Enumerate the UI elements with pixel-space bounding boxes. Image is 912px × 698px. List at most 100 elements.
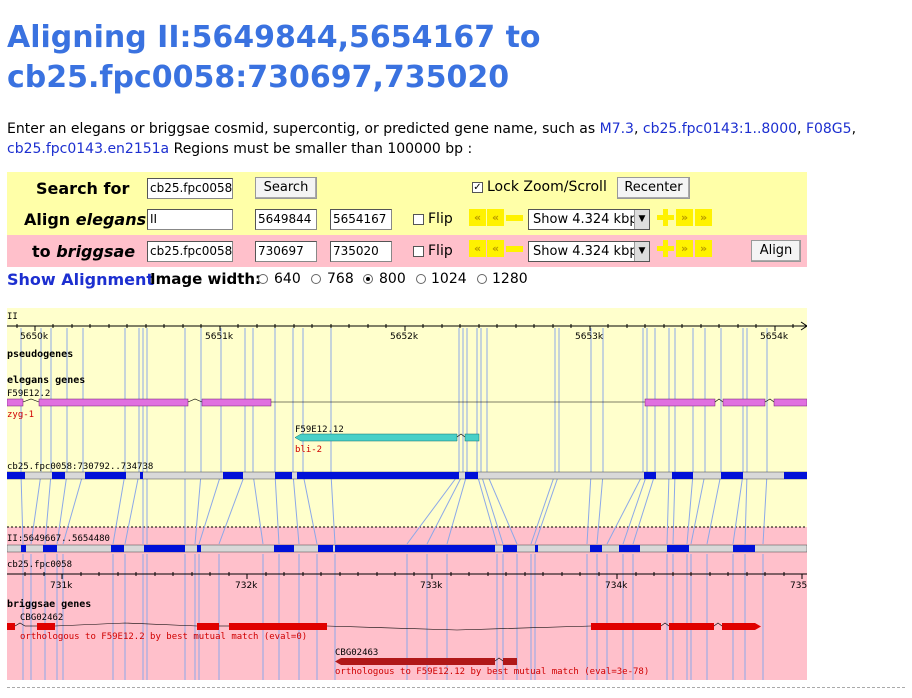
contig-label: cb25.fpc0058:730792..734738 [7, 462, 153, 472]
elegans-aligned-track[interactable] [7, 471, 807, 480]
example-link-gene[interactable]: cb25.fpc0143.en2151a [7, 141, 170, 157]
intro-sep: , [633, 121, 643, 137]
example-link-supercontig[interactable]: cb25.fpc0143:1..8000 [642, 121, 798, 137]
elegans-panel-bg [7, 308, 807, 527]
bottom-tick-label: 731k [50, 581, 73, 591]
gene-f59e12-12[interactable] [294, 433, 480, 442]
align-label-text: Align [24, 210, 76, 229]
top-ruler-ticks [16, 324, 794, 331]
briggsae-aligned-track[interactable] [7, 544, 807, 553]
bottom-tick-label: 734k [605, 581, 628, 591]
briggsae-zoom-in-icon[interactable] [657, 240, 674, 257]
elegans-word: elegans [75, 210, 147, 229]
width-label-768: 768 [327, 271, 354, 287]
elegans-scroll-left-icon[interactable]: « [469, 209, 486, 226]
elegans-zoom-out-icon[interactable] [506, 215, 523, 221]
briggsae-step-right-icon[interactable]: » [676, 240, 693, 257]
briggsae-scroll-right-icon[interactable]: » [695, 240, 712, 257]
alignment-image: II 5650k 5651k 5652k 5653k 5654k pseudog… [7, 308, 807, 680]
gene-cbg02462[interactable] [7, 622, 761, 631]
footer-divider [7, 687, 905, 688]
page-title: Aligning II:5649844,5654167 to cb25.fpc0… [7, 18, 541, 98]
briggsae-flip-checkbox[interactable] [413, 246, 424, 257]
briggsae-start-input[interactable]: 730697 [255, 241, 317, 262]
align-button[interactable]: Align [751, 240, 801, 262]
bottom-tick-label: 735 [790, 581, 807, 591]
elegans-scroll-right-icon[interactable]: » [695, 209, 712, 226]
briggsae-end-input[interactable]: 735020 [330, 241, 392, 262]
bottom-tick-label: 733k [420, 581, 443, 591]
gene-alias: zyg-1 [7, 410, 34, 420]
chevron-down-icon: ▼ [634, 242, 649, 261]
width-radio-640[interactable] [258, 274, 268, 284]
elegans-step-right-icon[interactable]: » [676, 209, 693, 226]
width-label-1280: 1280 [492, 271, 528, 287]
top-ruler-ref: II [7, 312, 18, 322]
top-tick-label: 5651k [205, 332, 234, 342]
width-radio-800[interactable] [363, 274, 373, 284]
recenter-button[interactable]: Recenter [617, 177, 690, 199]
width-label-800: 800 [379, 271, 406, 287]
width-radio-1024[interactable] [416, 274, 426, 284]
pseudogenes-track-label: pseudogenes [7, 349, 73, 360]
top-tick-label: 5650k [20, 332, 49, 342]
chevron-down-icon: ▼ [634, 210, 649, 229]
elegans-step-left-icon[interactable]: « [487, 209, 504, 226]
width-radio-768[interactable] [311, 274, 321, 284]
briggsae-seq-input[interactable]: cb25.fpc0058 [147, 241, 233, 262]
gene-cbg02463[interactable] [335, 657, 517, 665]
briggsae-flip-label: Flip [428, 243, 453, 259]
to-briggsae-label: to briggsae [32, 242, 135, 261]
elegans-start-input[interactable]: 5649844 [255, 209, 317, 230]
gene-alias: bli-2 [295, 445, 322, 455]
elegans-zoom-select[interactable]: Show 4.324 kbp ▼ [528, 209, 650, 230]
elegans-flip-checkbox[interactable] [413, 214, 424, 225]
bottom-ruler-ref: cb25.fpc0058 [7, 560, 72, 570]
search-input[interactable]: cb25.fpc0058: [147, 178, 233, 199]
top-tick-label: 5653k [575, 332, 604, 342]
briggsae-zoom-select[interactable]: Show 4.324 kbp ▼ [528, 241, 650, 262]
elegans-end-input[interactable]: 5654167 [330, 209, 392, 230]
gene-name: CBG02463 [335, 648, 378, 658]
bottom-ruler-ticks [24, 572, 803, 579]
intro-prefix: Enter an elegans or briggsae cosmid, sup… [7, 121, 600, 137]
to-label-text: to [32, 242, 57, 261]
elegans-zoom-value: Show 4.324 kbp [533, 212, 638, 227]
intro-text: Enter an elegans or briggsae cosmid, sup… [7, 119, 897, 159]
briggsae-word: briggsae [56, 242, 136, 261]
elegans-flip-label: Flip [428, 211, 453, 227]
example-link-f08g5[interactable]: F08G5 [805, 121, 852, 137]
alignment-form: Search for cb25.fpc0058: Search ✓ Lock Z… [7, 172, 807, 267]
gene-name: CBG02462 [20, 613, 63, 623]
elegans-row: Align elegans II 5649844 5654167 Flip « … [7, 203, 807, 235]
briggsae-row: to briggsae cb25.fpc0058 730697 735020 F… [7, 235, 807, 267]
elegans-zoom-in-icon[interactable] [657, 209, 674, 226]
top-ruler-arrow-icon [800, 321, 807, 331]
search-row: Search for cb25.fpc0058: Search ✓ Lock Z… [7, 172, 807, 204]
width-label-1024: 1024 [431, 271, 467, 287]
show-alignment-link[interactable]: Show Alignment [7, 270, 155, 289]
example-link-m73[interactable]: M7.3 [599, 121, 634, 137]
lock-checkbox[interactable]: ✓ [472, 182, 483, 193]
briggsae-step-left-icon[interactable]: « [487, 240, 504, 257]
bottom-tick-label: 732k [235, 581, 258, 591]
search-button[interactable]: Search [255, 177, 317, 199]
contig-label: II:5649667..5654480 [7, 534, 110, 544]
intro-suffix: Regions must be smaller than 100000 bp : [169, 141, 473, 157]
briggsae-scroll-left-icon[interactable]: « [469, 240, 486, 257]
intro-sep: , [797, 121, 806, 137]
elegans-genes-track-label: elegans genes [7, 375, 85, 386]
top-tick-label: 5654k [760, 332, 789, 342]
briggsae-zoom-value: Show 4.324 kbp [533, 244, 638, 259]
briggsae-genes-track-label: briggsae genes [7, 598, 91, 610]
width-label-640: 640 [274, 271, 301, 287]
gene-name: F59E12.2 [7, 389, 50, 399]
gene-name: F59E12.12 [295, 425, 344, 435]
title-line-2: cb25.fpc0058:730697,735020 [7, 60, 510, 95]
gene-f59e12-2[interactable] [7, 398, 807, 407]
alignment-viewer[interactable]: II 5650k 5651k 5652k 5653k 5654k pseudog… [7, 308, 807, 680]
briggsae-zoom-out-icon[interactable] [506, 246, 523, 252]
width-radio-1280[interactable] [477, 274, 487, 284]
search-label: Search for [36, 179, 130, 198]
elegans-seq-input[interactable]: II [147, 209, 233, 230]
